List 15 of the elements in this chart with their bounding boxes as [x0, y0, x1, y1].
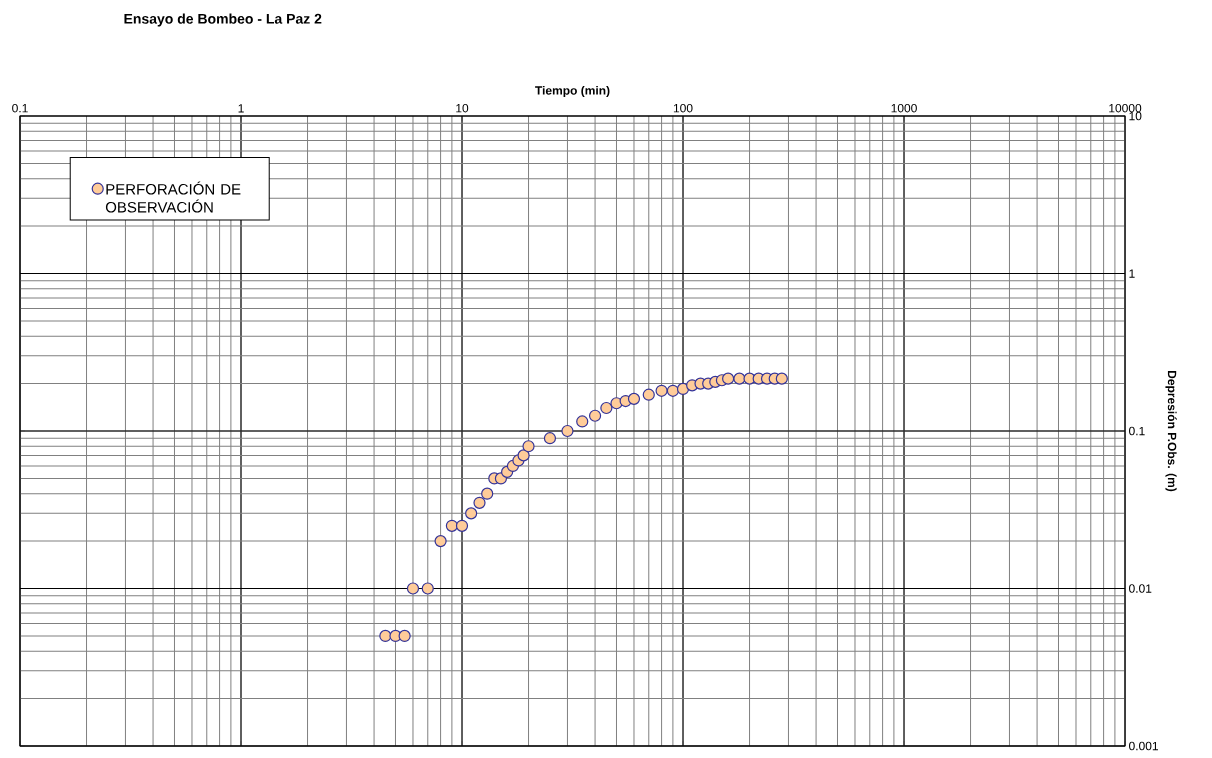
y-tick-label: 1 — [1129, 269, 1135, 278]
x-tick-label: 100 — [673, 103, 693, 113]
y-tick-label: 0.1 — [1129, 426, 1145, 436]
x-tick-label: 10 — [456, 103, 469, 113]
y-tick-label: 0.01 — [1129, 584, 1152, 593]
x-tick-label: 10000 — [1109, 103, 1142, 113]
y-tick-label: 0.001 — [1129, 741, 1158, 751]
x-tick-label: 1 — [238, 104, 244, 113]
y-axis-title: Depresión P.Obs. (m) — [1165, 371, 1177, 492]
legend-label: PERFORACIÓN DE OBSERVACIÓN — [105, 181, 241, 213]
y-tick-label: 10 — [1129, 111, 1142, 121]
chart-title: Ensayo de Bombeo - La Paz 2 — [124, 13, 322, 27]
x-tick-label: 1000 — [891, 103, 917, 113]
x-tick-label: 0.1 — [12, 103, 28, 113]
x-axis-title: Tiempo (min) — [535, 85, 610, 98]
